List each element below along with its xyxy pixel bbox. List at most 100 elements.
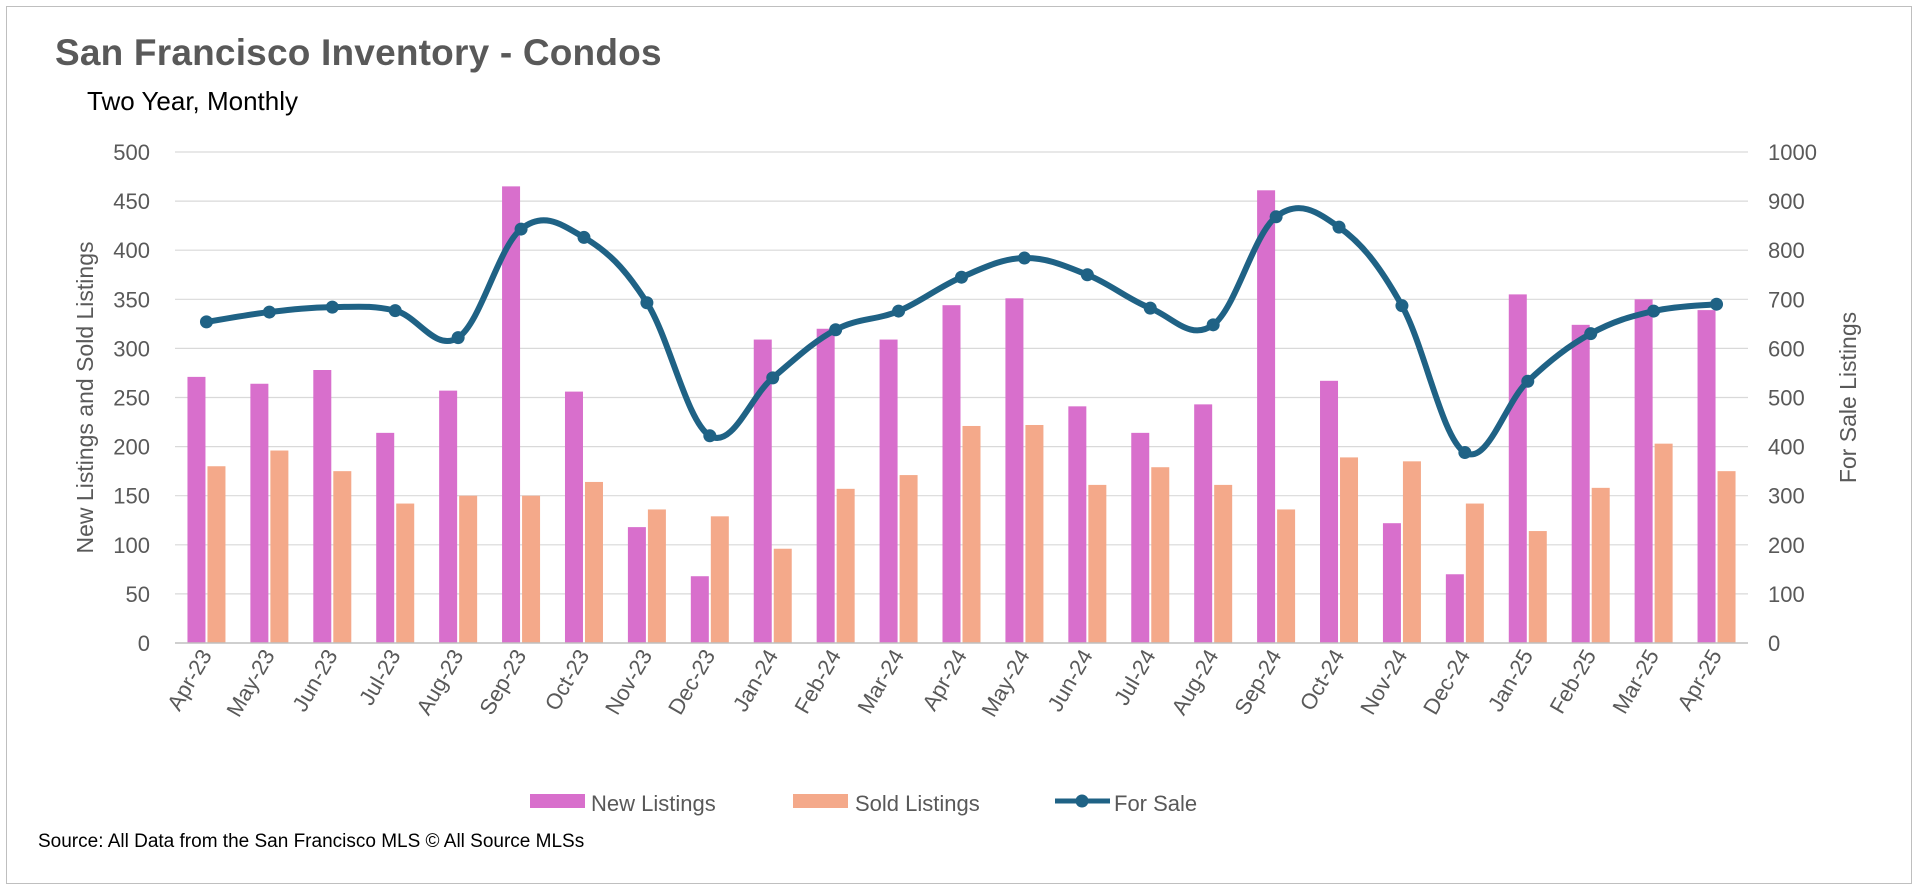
x-tick-label: Nov-24 (1355, 645, 1412, 719)
bar-new-listings (942, 305, 961, 643)
bar-sold-listings (1151, 467, 1170, 643)
y2-tick-label: 600 (1768, 336, 1805, 361)
x-tick-label: Sep-24 (1229, 645, 1286, 719)
bar-sold-listings (1340, 457, 1359, 643)
y-axis-label: New Listings and Sold Listings (72, 242, 98, 554)
bar-sold-listings (773, 548, 792, 643)
y2-tick-label: 1000 (1768, 140, 1817, 165)
y2-tick-label: 800 (1768, 238, 1805, 263)
y2-axis-label: For Sale Listings (1835, 312, 1861, 483)
bar-sold-listings (1591, 487, 1610, 643)
bar-new-listings (690, 576, 709, 643)
bar-new-listings (250, 383, 269, 643)
bar-new-listings (1194, 404, 1213, 643)
bar-sold-listings (522, 495, 541, 643)
bar-new-listings (1445, 574, 1464, 643)
bar-sold-listings (1528, 531, 1547, 643)
y-tick-label: 0 (138, 631, 150, 656)
bar-sold-listings (899, 475, 918, 643)
x-tick-label: Aug-24 (1166, 645, 1223, 719)
y-tick-label: 150 (113, 484, 150, 509)
x-tick-label: Apr-25 (1672, 645, 1727, 715)
for-sale-marker (829, 323, 843, 337)
bar-new-listings (1697, 310, 1716, 643)
x-tick-label: Feb-24 (789, 645, 846, 718)
y-tick-label: 400 (113, 238, 150, 263)
x-axis-ticks: Apr-23 May-23 Jun-23 Jul-23 Aug-23 Sep-23 Oct-… (162, 645, 1727, 721)
legend: New Listings Sold Listings For Sale (530, 791, 1197, 816)
legend-swatch-new-listings (530, 794, 585, 808)
bar-sold-listings (207, 466, 226, 643)
y2-tick-label: 400 (1768, 435, 1805, 460)
for-sale-marker (451, 331, 465, 345)
bar-sold-listings (1402, 461, 1421, 643)
for-sale-marker (1206, 318, 1220, 332)
chart-frame (6, 6, 1912, 884)
for-sale-marker (1143, 301, 1157, 315)
y-tick-label: 50 (126, 582, 150, 607)
y-tick-label: 200 (113, 435, 150, 460)
for-sale-marker (1017, 251, 1031, 265)
for-sale-marker (514, 222, 528, 236)
bar-new-listings (1634, 299, 1653, 643)
x-tick-label: Jul-24 (1109, 645, 1161, 709)
bar-new-listings (753, 339, 772, 643)
y-tick-label: 500 (113, 140, 150, 165)
x-tick-label: Mar-25 (1607, 645, 1663, 718)
y2-tick-label: 200 (1768, 533, 1805, 558)
x-tick-label: Apr-23 (162, 645, 217, 715)
x-tick-label: May-24 (976, 645, 1034, 721)
x-tick-label: Oct-23 (540, 645, 595, 715)
for-sale-line (203, 205, 1720, 458)
y-tick-label: 450 (113, 189, 150, 214)
x-tick-label: Jan-24 (728, 645, 783, 716)
for-sale-marker (955, 270, 968, 284)
y2-tick-label: 700 (1768, 287, 1805, 312)
for-sale-marker (1458, 445, 1472, 459)
x-tick-label: Dec-24 (1418, 645, 1475, 719)
line-layer (199, 205, 1724, 459)
for-sale-marker (577, 230, 591, 244)
bar-sold-listings (333, 471, 352, 643)
for-sale-marker (262, 305, 276, 319)
bar-new-listings (1571, 324, 1590, 643)
x-tick-label: Feb-25 (1545, 645, 1602, 718)
bar-sold-listings (962, 425, 981, 643)
bar-new-listings (376, 432, 395, 643)
chart-subtitle: Two Year, Monthly (87, 86, 299, 116)
for-sale-marker (1710, 297, 1724, 311)
bar-sold-listings (1654, 443, 1673, 643)
bar-sold-listings (710, 516, 729, 643)
x-tick-label: Aug-23 (411, 645, 468, 719)
bar-new-listings (879, 339, 898, 643)
left-axis-ticks: 0 50 100 150 200 250 300 350 400 450 500 (113, 140, 150, 656)
bar-sold-listings (1277, 509, 1296, 643)
x-tick-label: Jun-23 (287, 645, 342, 716)
x-tick-label: Sep-23 (474, 645, 531, 719)
for-sale-marker (1332, 220, 1346, 234)
bar-new-listings (439, 390, 458, 643)
bar-new-listings (1005, 298, 1024, 643)
x-tick-label: Mar-24 (852, 645, 908, 718)
y-tick-label: 250 (113, 386, 150, 411)
bar-sold-listings (584, 481, 603, 643)
x-tick-label: May-23 (221, 645, 279, 721)
y-tick-label: 100 (113, 533, 150, 558)
y2-tick-label: 100 (1768, 582, 1805, 607)
bar-new-listings (1068, 406, 1087, 643)
bar-new-listings (1257, 190, 1276, 643)
legend-label-for-sale: For Sale (1114, 791, 1197, 816)
for-sale-marker (1521, 374, 1535, 388)
legend-label-sold-listings: Sold Listings (855, 791, 980, 816)
y2-tick-label: 900 (1768, 189, 1805, 214)
x-tick-label: Jun-24 (1042, 645, 1097, 716)
x-tick-label: Apr-24 (917, 645, 972, 715)
bar-new-listings (627, 527, 646, 643)
bar-sold-listings (396, 503, 415, 643)
x-tick-label: Jan-25 (1483, 645, 1538, 716)
y2-tick-label: 500 (1768, 386, 1805, 411)
chart-title: San Francisco Inventory - Condos (55, 32, 662, 73)
bar-sold-listings (1717, 471, 1736, 643)
legend-swatch-for-sale-marker (1075, 794, 1089, 808)
bar-new-listings (187, 376, 206, 643)
